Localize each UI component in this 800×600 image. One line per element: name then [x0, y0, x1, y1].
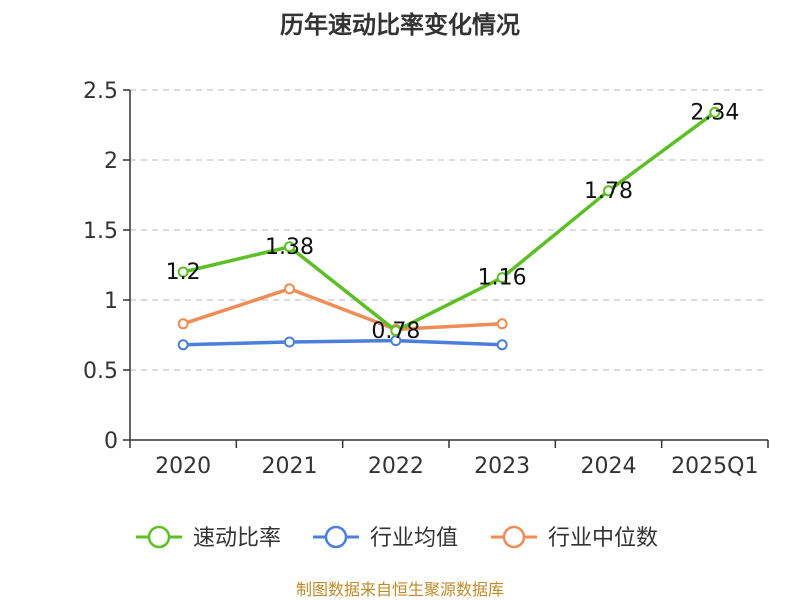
data-point[interactable]: [177, 318, 189, 330]
data-point[interactable]: [496, 339, 508, 351]
x-tick-label: 2024: [581, 454, 637, 479]
data-label: 2.34: [690, 100, 739, 125]
y-tick-label: 1: [104, 289, 118, 314]
x-tick-label: 2021: [262, 454, 318, 479]
data-point[interactable]: [177, 339, 189, 351]
data-label: 1.78: [584, 179, 633, 204]
legend-marker: [324, 525, 348, 549]
legend-label[interactable]: 行业中位数: [548, 526, 658, 551]
series-line: [182, 110, 716, 333]
series-line: [183, 338, 503, 347]
data-label: 1.38: [265, 235, 314, 260]
grid-lines: [130, 89, 768, 371]
x-tick-label: 2025Q1: [671, 454, 758, 479]
legend-label[interactable]: 速动比率: [193, 526, 281, 551]
data-point[interactable]: [496, 318, 508, 330]
legend-marker: [147, 525, 171, 549]
y-tick-label: 2: [104, 149, 118, 174]
data-labels: 1.2 1.38 0.78 1.16 1.78 2.34: [166, 100, 740, 343]
chart-title: 历年速动比率变化情况: [280, 11, 520, 39]
source-note: 制图数据来自恒生聚源数据库: [296, 580, 504, 599]
data-point[interactable]: [284, 241, 295, 253]
y-tick-label: 1.5: [83, 219, 118, 244]
y-tick-label: 2.5: [83, 79, 118, 104]
series-layer: [177, 106, 721, 351]
data-label: 1.16: [478, 266, 527, 291]
data-point[interactable]: [177, 266, 189, 278]
data-label: 1.2: [166, 260, 201, 285]
y-tick-label: 0.5: [83, 359, 118, 384]
data-point[interactable]: [603, 185, 614, 197]
x-tick-label: 2020: [155, 454, 211, 479]
data-point[interactable]: [284, 283, 295, 295]
y-tick-label: 0: [104, 429, 118, 454]
data-point[interactable]: [284, 336, 295, 348]
data-point[interactable]: [709, 106, 721, 118]
legend-marker: [502, 525, 526, 549]
data-point[interactable]: [390, 325, 402, 337]
x-tick-label: 2022: [368, 454, 424, 479]
axes: 0 0.5 1 1.5 2 2.5 2020 2021 2022 2023 2024 2025Q1: [83, 79, 769, 479]
series-line: [182, 287, 503, 332]
x-tick-label: 2023: [474, 454, 530, 479]
legend: 速动比率 行业均值 行业中位数: [136, 525, 658, 551]
data-label: 0.78: [371, 319, 420, 344]
data-point[interactable]: [496, 272, 508, 284]
legend-label[interactable]: 行业均值: [370, 526, 458, 551]
